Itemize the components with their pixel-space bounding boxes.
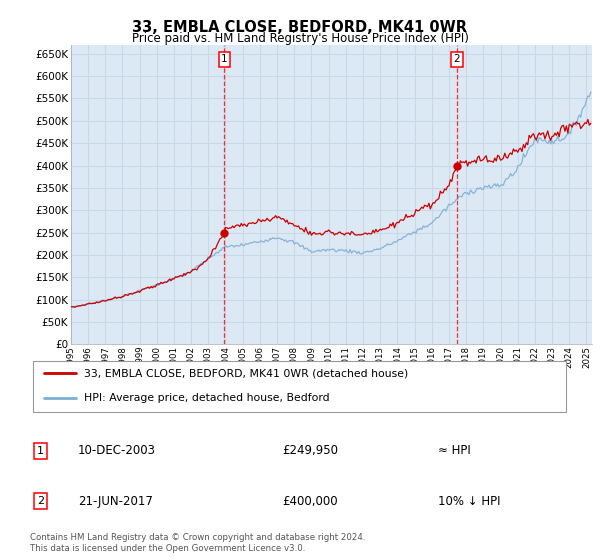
Text: HPI: Average price, detached house, Bedford: HPI: Average price, detached house, Bedf… <box>84 393 329 403</box>
Text: £249,950: £249,950 <box>282 444 338 458</box>
Text: 10% ↓ HPI: 10% ↓ HPI <box>438 494 500 508</box>
Text: 1: 1 <box>221 54 228 64</box>
Text: Price paid vs. HM Land Registry's House Price Index (HPI): Price paid vs. HM Land Registry's House … <box>131 32 469 45</box>
Text: 2: 2 <box>454 54 460 64</box>
Text: 33, EMBLA CLOSE, BEDFORD, MK41 0WR: 33, EMBLA CLOSE, BEDFORD, MK41 0WR <box>133 20 467 35</box>
Text: 10-DEC-2003: 10-DEC-2003 <box>78 444 156 458</box>
Text: £400,000: £400,000 <box>282 494 338 508</box>
Text: 2: 2 <box>37 496 44 506</box>
Text: 33, EMBLA CLOSE, BEDFORD, MK41 0WR (detached house): 33, EMBLA CLOSE, BEDFORD, MK41 0WR (deta… <box>84 368 408 379</box>
FancyBboxPatch shape <box>33 361 566 412</box>
Text: Contains HM Land Registry data © Crown copyright and database right 2024.
This d: Contains HM Land Registry data © Crown c… <box>30 533 365 553</box>
Text: 21-JUN-2017: 21-JUN-2017 <box>78 494 153 508</box>
Text: 1: 1 <box>37 446 44 456</box>
Text: ≈ HPI: ≈ HPI <box>438 444 471 458</box>
